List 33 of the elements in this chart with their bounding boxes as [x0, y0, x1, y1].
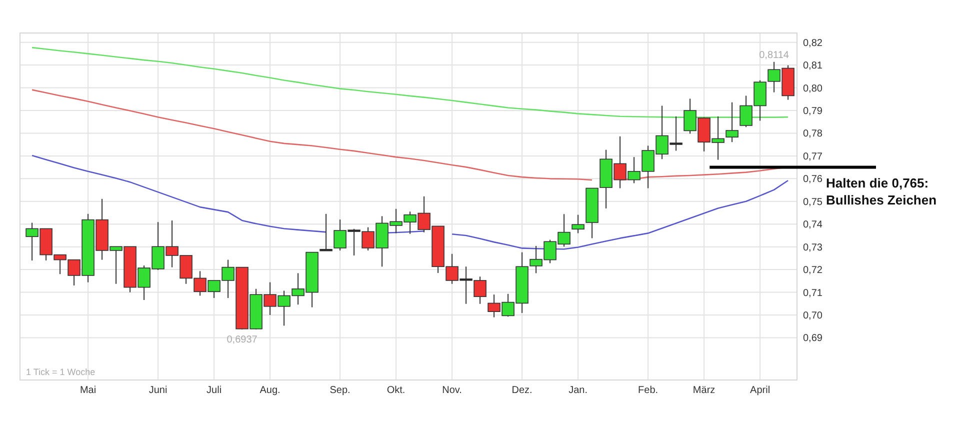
y-tick-label: 0,77 — [803, 151, 823, 162]
annotation: 0,6937 — [226, 334, 258, 346]
y-tick-label: 0,82 — [803, 38, 823, 49]
y-tick-label: 0,79 — [803, 106, 823, 117]
x-tick-label: Jan. — [568, 385, 588, 396]
x-tick-label: Nov. — [442, 385, 462, 396]
annotation: 1 Tick = 1 Woche — [26, 367, 96, 377]
x-tick-label: März — [692, 385, 716, 396]
x-tick-label: Juni — [148, 385, 168, 396]
y-tick-label: 0,75 — [803, 196, 823, 208]
y-tick-label: 0,72 — [803, 265, 823, 276]
y-tick-label: 0,69 — [803, 333, 823, 344]
candlestick — [572, 214, 584, 234]
x-tick-label: Okt. — [386, 385, 406, 396]
x-tick-label: Dez. — [512, 385, 532, 396]
y-tick-label: 0,76 — [803, 174, 823, 186]
x-tick-label: Mai — [80, 385, 96, 396]
y-tick-label: 0,74 — [803, 220, 823, 231]
x-tick-label: Aug. — [260, 385, 280, 396]
x-tick-label: Feb. — [638, 385, 658, 396]
x-tick-label: Juli — [206, 385, 222, 396]
candlestick — [726, 102, 738, 143]
y-tick-label: 0,73 — [803, 242, 823, 254]
y-tick-label: 0,80 — [803, 83, 823, 94]
x-tick-label: April — [750, 385, 770, 396]
x-tick-label: Sep. — [330, 385, 350, 396]
ref-line-label: Halten die 0,765: Bullishes Zeichen — [826, 175, 937, 208]
y-tick-label: 0,78 — [803, 128, 823, 140]
y-tick-label: 0,71 — [803, 288, 823, 299]
annotation: 0,8114 — [759, 50, 790, 61]
y-tick-label: 0,81 — [803, 60, 823, 72]
y-tick-label: 0,70 — [803, 310, 823, 322]
candlestick — [320, 213, 332, 252]
